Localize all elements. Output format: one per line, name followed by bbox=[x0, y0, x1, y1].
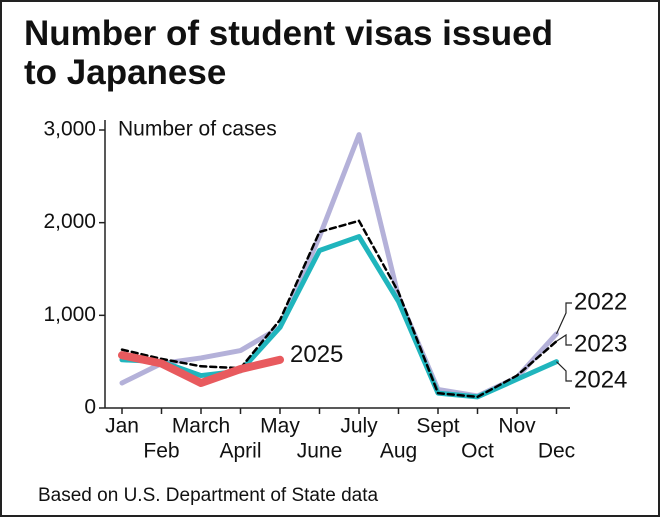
x-tick-label: Oct bbox=[461, 440, 494, 463]
series-label: 2023 bbox=[574, 330, 627, 357]
x-tick-label: March bbox=[172, 415, 230, 438]
leader-line bbox=[555, 302, 572, 335]
x-tick-label: Feb bbox=[143, 440, 179, 463]
series-label: 2024 bbox=[574, 366, 627, 393]
y-tick-label: 2,000 bbox=[43, 210, 96, 233]
y-tick-label: 0 bbox=[84, 396, 96, 419]
series-label: 2025 bbox=[290, 341, 343, 368]
leader-line bbox=[556, 361, 572, 382]
x-tick-label: Aug bbox=[380, 440, 417, 463]
x-tick-label: April bbox=[219, 440, 261, 463]
source-note: Based on U.S. Department of State data bbox=[38, 485, 379, 506]
x-tick-label: Dec bbox=[538, 440, 575, 463]
y-tick-label: 3,000 bbox=[43, 118, 96, 141]
x-tick-label: July bbox=[340, 415, 378, 438]
y-axis-label: Number of cases bbox=[118, 118, 277, 141]
chart-title: Number of student visas issued to Japanes… bbox=[24, 14, 553, 92]
leader-line bbox=[556, 333, 572, 346]
y-tick-label: 1,000 bbox=[43, 303, 96, 326]
series-label: 2022 bbox=[574, 288, 627, 315]
series-line bbox=[120, 219, 558, 399]
x-tick-label: Sept bbox=[416, 415, 459, 438]
x-tick-label: Jan bbox=[105, 415, 139, 438]
series-line bbox=[118, 351, 284, 387]
x-tick-label: June bbox=[297, 440, 343, 463]
x-tick-label: Nov bbox=[498, 415, 536, 438]
x-tick-label: May bbox=[260, 415, 300, 438]
